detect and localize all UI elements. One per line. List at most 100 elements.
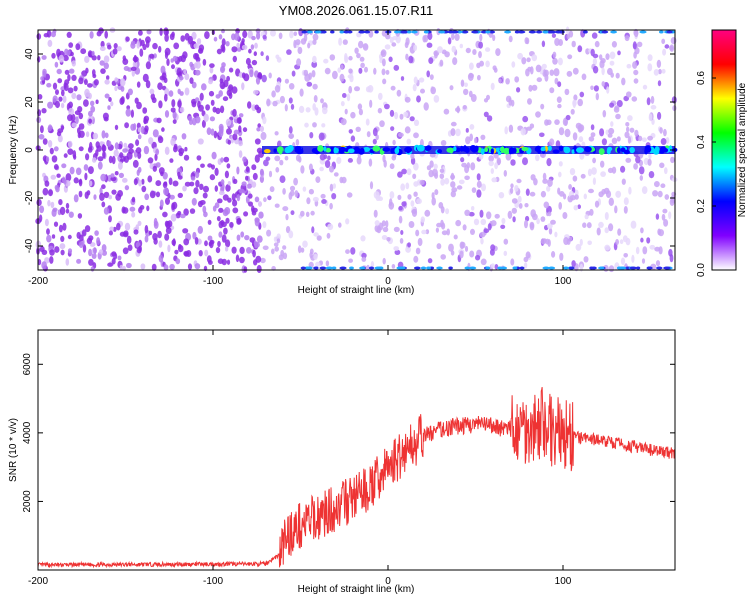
spectrogram-cell: [114, 171, 119, 176]
spectrogram-cell: [144, 125, 149, 132]
spectrogram-cell: [315, 176, 321, 184]
spectrogram-cell: [659, 162, 665, 169]
snr-line: [37, 386, 676, 569]
spectrogram-cell: [236, 117, 242, 124]
spectrogram-cell: [313, 95, 318, 103]
spectrogram-cell: [259, 168, 264, 176]
spectrogram-cell: [169, 194, 175, 200]
spectrogram-cell: [634, 129, 639, 137]
spectrogram-cell: [42, 138, 48, 145]
spectrogram-cell: [255, 28, 261, 34]
spectrogram-cell: [289, 30, 294, 39]
spectrogram-cell: [616, 136, 621, 142]
spectrogram-cell: [361, 252, 367, 259]
signal-band-cell: [333, 147, 337, 154]
spectrogram-cell: [657, 80, 662, 87]
spectrogram-cell: [386, 237, 391, 242]
spectrogram-cell: [595, 92, 599, 101]
spectrogram-cell: [566, 70, 573, 77]
spectrogram-cell: [221, 38, 226, 47]
spectrogram-cell: [384, 103, 390, 110]
spectrogram-cell: [77, 213, 83, 219]
spectrogram-cell: [165, 197, 170, 205]
spectrogram-cell: [450, 190, 456, 198]
spectrogram-cell: [137, 134, 142, 140]
spectrogram-cell: [431, 192, 435, 199]
spectrogram-cell: [450, 121, 457, 127]
spectrogram-cell: [427, 32, 433, 41]
spectrogram-cell: [541, 40, 546, 48]
spectrogram-cell: [122, 58, 129, 65]
spectrogram-cell: [356, 53, 361, 59]
spectrogram-cell: [404, 41, 409, 49]
spectrogram-cell: [653, 69, 659, 76]
edge-band-cell: [339, 30, 345, 34]
spectrogram-cell: [570, 108, 575, 115]
spectrogram-cell: [661, 68, 666, 74]
spectrogram-cell: [500, 224, 506, 229]
spectrogram-cell: [125, 36, 130, 42]
spectrogram-cell: [434, 172, 439, 179]
spectrogram-cell: [262, 245, 269, 251]
spectrogram-cell: [469, 62, 474, 70]
spectrogram-cell: [468, 73, 474, 79]
spectrogram-cell: [116, 222, 121, 231]
spectrogram-cell: [41, 108, 47, 114]
spectrogram-cell: [492, 65, 497, 71]
spectrogram-cell: [274, 203, 280, 208]
spectrogram-cell: [49, 256, 54, 264]
spectrogram-cell: [337, 67, 342, 73]
spectrogram-cell: [218, 90, 223, 97]
spectrogram-cell: [177, 88, 181, 95]
spectrogram-cell: [99, 192, 105, 201]
spectrogram-cell: [441, 230, 448, 236]
spectrogram-cell: [436, 243, 442, 250]
spectrogram-cell: [412, 173, 417, 179]
signal-band-cell: [278, 147, 283, 155]
spectrogram-cell: [109, 226, 114, 232]
spectrogram-cell: [137, 166, 142, 173]
spectrogram-cell: [290, 103, 295, 110]
spectrogram-cell: [103, 62, 110, 70]
spectrogram-cell: [429, 160, 434, 168]
spectrogram-cell: [47, 126, 52, 132]
spectrogram-cell: [258, 201, 262, 207]
spectrogram-cell: [164, 110, 170, 118]
spectrogram-cell: [523, 256, 529, 263]
spectrogram-cell: [347, 158, 353, 163]
spectrogram-cell: [44, 218, 49, 227]
spectrogram-cell: [98, 249, 104, 255]
spectrogram-cell: [63, 83, 69, 92]
spectrogram-cell: [411, 209, 417, 214]
spectrogram-cell: [329, 202, 333, 210]
spectrogram-cell: [654, 181, 660, 188]
spectrogram-cell: [486, 115, 493, 122]
spectrogram-cell: [107, 262, 113, 267]
spectrogram-cell: [623, 197, 629, 206]
spectrogram-cell: [271, 90, 276, 98]
spectrogram-cell: [609, 51, 616, 60]
signal-band-cell: [584, 146, 592, 153]
spectrogram-cell: [90, 100, 95, 107]
spectrogram-cell: [78, 77, 84, 85]
spectrogram-cell: [132, 61, 138, 68]
spectrogram-cell: [226, 128, 232, 135]
edge-band-cell: [562, 266, 570, 270]
edge-band-cell: [349, 266, 354, 270]
spectrogram-cell: [119, 231, 126, 237]
spectrogram-cell: [187, 115, 193, 122]
spectrogram-cell: [108, 215, 112, 223]
spectrogram-cell: [479, 60, 484, 67]
spectrogram-cell: [536, 218, 540, 225]
spectrogram-cell: [339, 73, 345, 82]
spectrogram-cell: [587, 240, 592, 246]
spectrogram-cell: [141, 178, 145, 185]
spectrogram-cell: [65, 208, 70, 214]
spectrogram-cell: [564, 88, 570, 96]
spectrogram-cell: [108, 230, 113, 236]
spectrogram-cell: [178, 55, 183, 62]
spectrogram-cell: [511, 198, 518, 204]
spectrogram-ytick-label: 20: [24, 96, 35, 108]
spectrogram-cell: [182, 228, 189, 234]
edge-band-cell: [307, 30, 313, 34]
